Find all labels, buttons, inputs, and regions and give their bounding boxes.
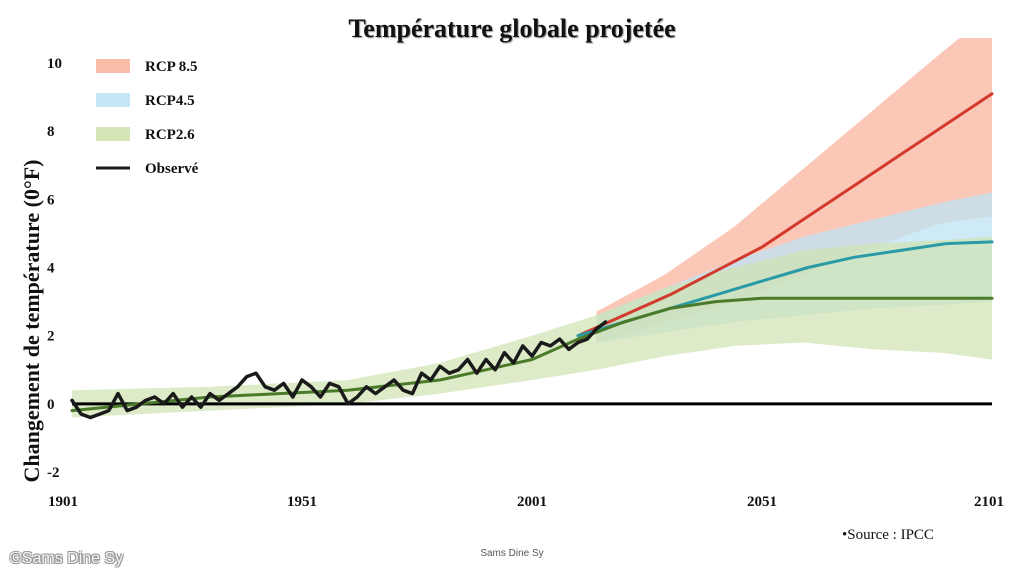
x-tick-label: 2101 [974, 494, 1004, 510]
y-tick-label: 4 [47, 261, 55, 277]
legend-swatch-rcp2-6 [96, 127, 130, 141]
legend-swatch-rcp-8-5 [96, 59, 130, 73]
y-tick-label: 2 [47, 329, 55, 345]
chart-title: Température globale projetée [348, 14, 676, 43]
series-lines [70, 92, 994, 420]
legend-swatch-rcp4-5 [96, 93, 130, 107]
y-tick-label: 8 [47, 124, 55, 140]
watermark: ©Sams Dine Sy [10, 550, 124, 567]
legend-label-rcp2-6: RCP2.6 [145, 127, 195, 143]
legend-label-rcp4-5: RCP4.5 [145, 93, 195, 109]
series-line-rcp-8-5 [576, 92, 994, 338]
y-tick-label: -2 [47, 465, 60, 481]
band-rcp2-6 [72, 236, 992, 418]
x-tick-label: 1951 [287, 494, 317, 510]
x-tick-label: 1901 [48, 494, 78, 510]
legend-label-rcp-8-5: RCP 8.5 [145, 59, 198, 75]
tick-labels: -2 0 2 4 6 8 10 1901 1951 2001 2051 2101 [47, 56, 1004, 510]
legend-label-observ: Observé [145, 161, 199, 177]
source-note: •Source : IPCC [842, 527, 934, 543]
y-tick-label: 0 [47, 397, 55, 413]
x-tick-label: 2051 [747, 494, 777, 510]
legend: RCP 8.5 RCP4.5 RCP2.6 Observé [96, 59, 199, 177]
y-tick-label: 10 [47, 56, 62, 72]
band-rcp-8-5 [596, 38, 992, 343]
credit-text: Sams Dine Sy [480, 548, 544, 559]
y-tick-label: 6 [47, 192, 55, 208]
series-line-observ [70, 320, 608, 420]
x-tick-label: 2001 [517, 494, 547, 510]
